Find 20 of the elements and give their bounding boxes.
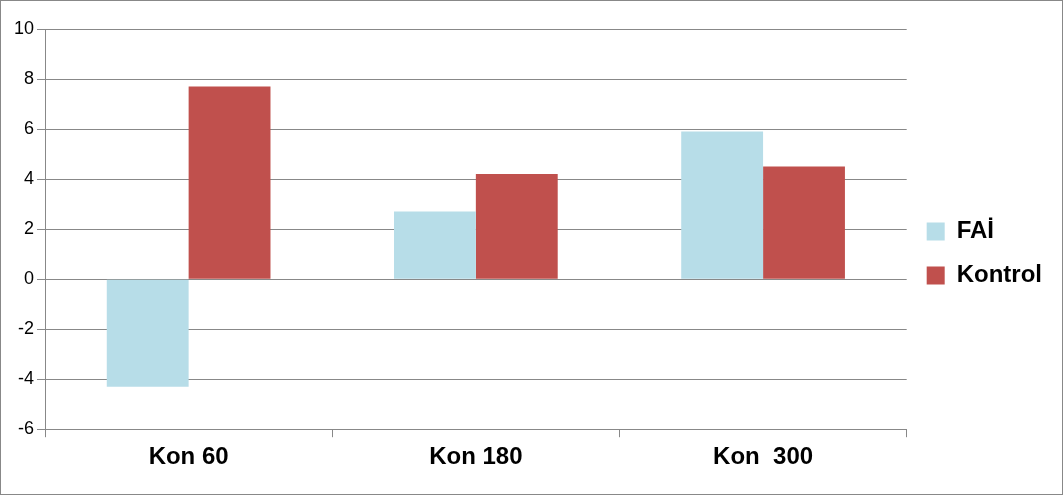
y-tick-label: -6 — [18, 418, 35, 439]
x-tick-label: Kon 300 — [713, 442, 814, 470]
y-tick-label: 6 — [24, 118, 35, 139]
legend-label: Kontrol — [956, 260, 1042, 288]
y-tick-label: 0 — [24, 268, 35, 289]
bar — [475, 174, 558, 279]
x-tick-label: Kon 60 — [148, 442, 229, 470]
bar — [188, 86, 271, 279]
y-tick-label: -2 — [18, 318, 35, 339]
bar — [763, 166, 845, 279]
bar — [681, 131, 764, 279]
legend-label: FAİ — [956, 216, 995, 244]
x-tick-label: Kon 180 — [429, 442, 523, 470]
y-tick-label: 10 — [13, 17, 35, 38]
bar — [106, 279, 189, 387]
bar — [394, 211, 476, 279]
y-tick-label: 2 — [24, 218, 35, 239]
y-tick-label: -4 — [18, 368, 35, 389]
y-tick-label: 8 — [24, 67, 35, 88]
y-tick-label: 4 — [24, 168, 35, 189]
